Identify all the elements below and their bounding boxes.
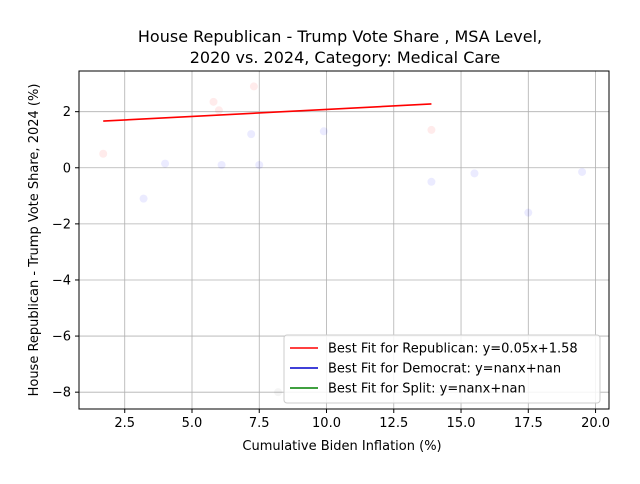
y-axis-label: House Republican - Trump Vote Share, 202… [27,84,42,397]
data-point-democrat [217,160,226,169]
legend: Best Fit for Republican: y=0.05x+1.58 Bes… [283,334,601,404]
data-point-democrat [139,194,148,203]
data-point-democrat [524,208,533,217]
data-point-democrat [319,127,328,136]
data-point-democrat [427,177,436,186]
chart-title-line1: House Republican - Trump Vote Share , MS… [138,27,542,46]
data-point-democrat [255,160,264,169]
data-point-democrat [247,130,256,139]
data-point-republican [214,106,223,115]
x-axis-ticks: 2.5 5.0 7.5 10.0 12.5 15.0 17.5 20.0 [114,409,610,431]
x-tick-label: 2.5 [114,416,135,431]
data-point-democrat [578,167,587,176]
x-tick-label: 5.0 [182,416,203,431]
data-point-split [274,388,283,397]
data-point-republican [209,97,218,106]
x-tick-label: 12.5 [379,416,408,431]
y-tick-label: −2 [52,217,71,232]
y-tick-label: −8 [52,386,71,401]
legend-box [283,334,601,404]
x-tick-label: 7.5 [249,416,270,431]
y-tick-label: −4 [52,273,71,288]
plot-frame [78,70,610,410]
data-point-republican [427,125,436,134]
x-tick-label: 20.0 [581,416,610,431]
legend-label: Best Fit for Split: y=nanx+nan [328,382,526,397]
x-tick-label: 17.5 [514,416,543,431]
chart-title-line2: 2020 vs. 2024, Category: Medical Care [190,48,501,67]
data-point-republican [99,149,108,158]
x-axis-label: Cumulative Biden Inflation (%) [242,439,441,454]
data-point-republican [249,82,258,91]
legend-label: Best Fit for Democrat: y=nanx+nan [328,362,561,377]
y-tick-label: 2 [63,105,71,120]
y-tick-label: 0 [63,161,71,176]
data-point-democrat [161,159,170,168]
data-point-democrat [470,169,479,178]
legend-label: Best Fit for Republican: y=0.05x+1.58 [328,342,578,357]
y-tick-label: −6 [52,330,71,345]
x-tick-label: 10.0 [312,416,341,431]
fit-line-republican [103,103,432,122]
fit-lines [103,103,432,122]
y-axis-ticks: 2 0 −2 −4 −6 −8 [52,105,79,401]
scatter-points [99,82,587,397]
x-tick-label: 15.0 [447,416,476,431]
